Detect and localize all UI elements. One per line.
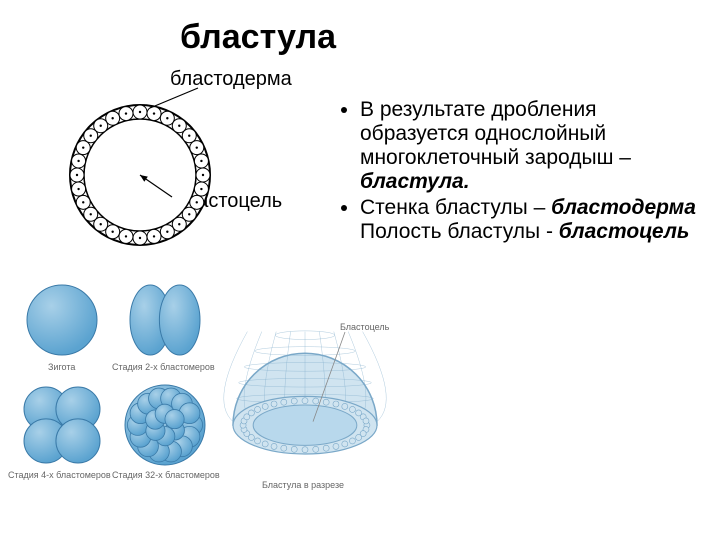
caption-4cell: Стадия 4-х бластомеров: [8, 470, 111, 480]
blastula-cutaway: [0, 0, 720, 540]
caption-cutaway: Бластула в разрезе: [262, 480, 344, 490]
caption-2cell: Стадия 2-х бластомеров: [112, 362, 215, 372]
caption-zygote: Зигота: [48, 362, 75, 372]
caption-cut-blastocel: Бластоцель: [340, 322, 389, 332]
caption-32cell: Стадия 32-х бластомеров: [112, 470, 220, 480]
